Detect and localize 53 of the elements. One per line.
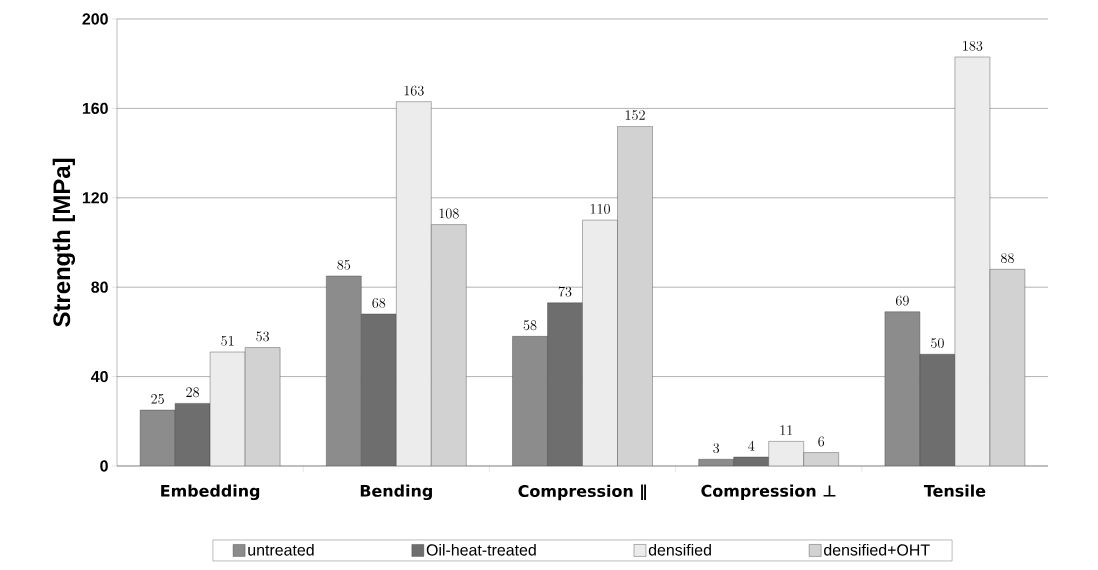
data-label: 11 <box>780 425 793 435</box>
bar <box>954 56 991 466</box>
legend-label: untreated <box>248 543 314 556</box>
bar <box>582 219 618 466</box>
y-tick-label: 0 <box>100 460 108 472</box>
bar <box>989 269 1026 466</box>
data-label: 110 <box>590 204 610 214</box>
bar <box>617 126 653 466</box>
y-axis-title: Strength [MPa] <box>52 158 76 327</box>
data-label: 4 <box>748 440 755 451</box>
bar <box>174 403 211 466</box>
data-label: 69 <box>895 295 909 306</box>
bar <box>361 313 397 466</box>
bar <box>244 347 281 466</box>
data-label: 28 <box>186 387 200 398</box>
data-label: 51 <box>221 335 234 346</box>
y-tick-label: 200 <box>82 13 108 25</box>
data-label: 163 <box>404 85 424 96</box>
x-tick-label: Bending <box>360 484 432 501</box>
data-label: 25 <box>151 394 164 404</box>
data-label: 152 <box>625 110 645 121</box>
y-tick-label: 80 <box>91 281 108 293</box>
y-tick-label: 40 <box>90 370 108 383</box>
legend-label: densified+OHT <box>824 543 930 556</box>
bar <box>512 336 548 466</box>
data-label: 68 <box>372 297 386 308</box>
y-tick-label: 120 <box>82 192 108 204</box>
data-label: 58 <box>523 320 537 331</box>
bar <box>396 101 432 466</box>
x-tick-label: Compression ∥ <box>518 484 646 501</box>
x-tick-label: Compression ⊥ <box>701 484 836 500</box>
bar <box>326 275 362 466</box>
x-tick-label: Tensile <box>923 484 986 497</box>
x-tick-label: Embedding <box>161 484 260 501</box>
data-label: 53 <box>256 331 270 342</box>
bar <box>919 354 956 466</box>
data-label: 88 <box>1000 253 1014 264</box>
bar <box>884 311 921 466</box>
data-label: 3 <box>713 443 720 454</box>
data-label: 183 <box>963 40 983 51</box>
bar <box>139 409 176 466</box>
data-label: 73 <box>558 286 572 297</box>
data-label: 108 <box>439 208 459 219</box>
bar <box>209 351 246 466</box>
data-label: 6 <box>818 436 825 447</box>
bar <box>547 302 583 466</box>
data-label: 50 <box>931 338 944 349</box>
data-label: 85 <box>337 259 351 270</box>
legend-label: densified <box>648 543 711 556</box>
bar <box>768 441 804 466</box>
bar <box>431 224 467 466</box>
legend-label: Oil-heat-treated <box>426 543 536 556</box>
y-tick-label: 160 <box>82 102 108 115</box>
